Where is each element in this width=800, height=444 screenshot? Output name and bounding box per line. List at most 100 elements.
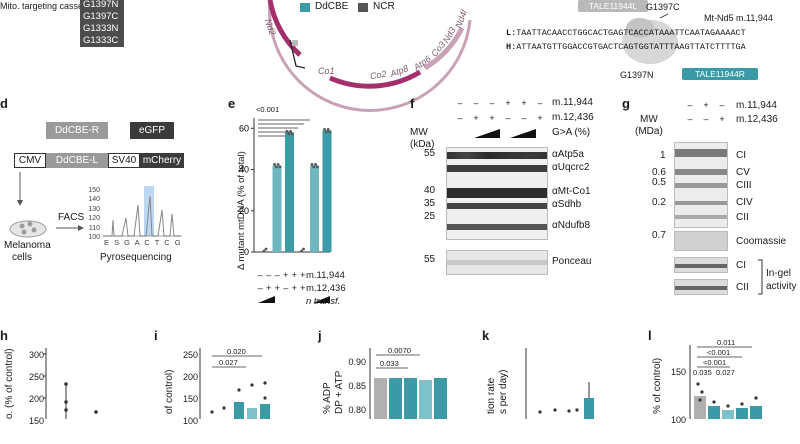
sign-cell: – (489, 98, 495, 108)
panel-g-marker-1: 1 (660, 150, 666, 161)
panel-f-marker-40: 40 (424, 185, 436, 196)
panel-e-dot (285, 130, 289, 133)
sign-cell: + (521, 98, 527, 108)
mutation-label: Mt-Nd5 m.11,944 (704, 13, 773, 23)
ddcbe-l-box: DdCBE-L (46, 153, 108, 168)
band-uqcrc2: αUqcrc2 (552, 162, 590, 173)
panel-j-label: j (318, 328, 322, 343)
tale-right-box: TALE11944R (682, 68, 758, 80)
melanoma-label: Melanoma (4, 240, 51, 251)
sv40-box: SV40 (108, 153, 140, 168)
egfp-box: eGFP (130, 122, 174, 139)
panel-j-plot (369, 348, 447, 419)
panel-l-plot (689, 345, 762, 419)
coomassie-label: Coomassie (736, 236, 787, 247)
sign-cell: + (505, 98, 511, 108)
sign-cell: – (257, 283, 263, 293)
complex-ciii: CIII (736, 180, 752, 191)
panel-e-dot (312, 165, 316, 169)
panel-e-dot (310, 163, 314, 166)
guide-g1333c: G1333C (80, 34, 124, 47)
gene-co1: Co1 (318, 66, 335, 76)
panel-g-marker-07: 0.7 (652, 230, 666, 241)
panel-g-row1: – + – (682, 100, 730, 110)
panel-d-label: d (0, 96, 8, 111)
band-ndufb8: αNdufb8 (552, 220, 591, 231)
sign-cell: + (300, 283, 306, 293)
sign-cell: – (274, 270, 280, 280)
mtdna-genome-map (267, 0, 472, 112)
panel-g-row2-label: m.12,436 (736, 114, 778, 125)
mcherry-box: mCherry (140, 153, 184, 168)
panel-e-row2: – + + – + + (256, 283, 307, 293)
ddcbe-legend-label: DdCBE (315, 1, 349, 12)
panel-f-marker-35: 35 (424, 198, 436, 209)
sign-cell: + (283, 270, 289, 280)
panel-e-dot (326, 127, 330, 131)
sign-cell: + (489, 113, 495, 123)
panel-e-dot (274, 165, 278, 169)
panel-e-chart: 60 40 20 0 (239, 118, 332, 257)
cassette-label: Mito. targeting cassette (0, 1, 94, 11)
pyro-bases: E S G A C T C G (104, 238, 183, 247)
panel-l-pval-4: 0.035 (693, 368, 712, 377)
panel-h-plot (43, 348, 98, 419)
sign-cell: – (266, 270, 272, 280)
sign-cell: – (505, 113, 511, 123)
panel-k-plot (525, 348, 594, 419)
panel-f-wedges (474, 129, 536, 138)
panel-e-ytick-label: 60 (239, 123, 249, 133)
panel-e-dot (289, 130, 292, 133)
panel-g-row1-label: m.11,944 (736, 100, 777, 111)
panel-f-kda: (kDa) (410, 139, 435, 150)
complex-civ: CIV (736, 197, 753, 208)
tale-left-box: TALE11944L (578, 0, 648, 12)
panel-e-dot (291, 132, 294, 136)
panel-e-dot (323, 127, 326, 131)
tale-blob (622, 13, 678, 64)
sign-cell: + (274, 283, 280, 293)
sign-cell: – (719, 100, 725, 110)
band-mt-co1: αMt-Co1 (552, 186, 591, 197)
ddcbe-legend-swatch (300, 3, 310, 12)
panel-h-label: h (0, 328, 8, 343)
panel-g-marker-02: 0.2 (652, 197, 666, 208)
band-atp5a: αAtp5a (552, 149, 584, 160)
panel-l-pval-2: <0.001 (707, 348, 731, 357)
sign-cell: – (687, 100, 693, 110)
panel-g-mw: MW (640, 114, 658, 125)
seq-h: H:ATTAATGTTGGACCGTGACTCAGTGGTATTTAAGTTAT… (506, 42, 746, 52)
guide-g1397c: G1397C (80, 10, 124, 23)
panel-g-marker-06: 0.6 (652, 167, 666, 178)
panel-f-ponceau-blot (446, 250, 548, 275)
facs-label: FACS (58, 212, 85, 223)
panel-g-marker-05: 0.5 (652, 177, 666, 188)
panel-f-row2-label: m.12,436 (552, 112, 594, 123)
complex-cv: CV (736, 167, 750, 178)
panel-e-bar (310, 165, 319, 252)
panel-l-pval-1: 0.011 (717, 338, 736, 347)
panel-j-pval-2: 0.033 (380, 359, 399, 368)
sign-cell: + (473, 113, 479, 123)
panel-g-ingel-cii (674, 279, 728, 295)
sign-cell: – (521, 113, 527, 123)
sign-cell: + (291, 270, 297, 280)
complex-cii: CII (736, 212, 749, 223)
panel-l-pval-3: <0.001 (703, 358, 727, 367)
panel-e-dot (262, 249, 266, 253)
panel-e-dot (278, 165, 282, 169)
ingel-bracket (758, 259, 763, 295)
panel-e-ytick-label: 40 (239, 165, 249, 175)
guide-g1397n: G1397N (80, 0, 124, 11)
panel-e-bar (285, 132, 294, 252)
ncr-legend-label: NCR (373, 1, 395, 12)
sign-cell: – (473, 98, 479, 108)
sign-cell: – (283, 283, 289, 293)
panel-f-blot (446, 147, 548, 240)
panel-g-row2: – – + (682, 114, 730, 124)
panel-e-bar (272, 165, 282, 252)
panel-g-gel (674, 142, 728, 228)
sign-cell: + (300, 270, 306, 280)
sign-cell: – (257, 270, 263, 280)
sign-cell: + (537, 113, 543, 123)
